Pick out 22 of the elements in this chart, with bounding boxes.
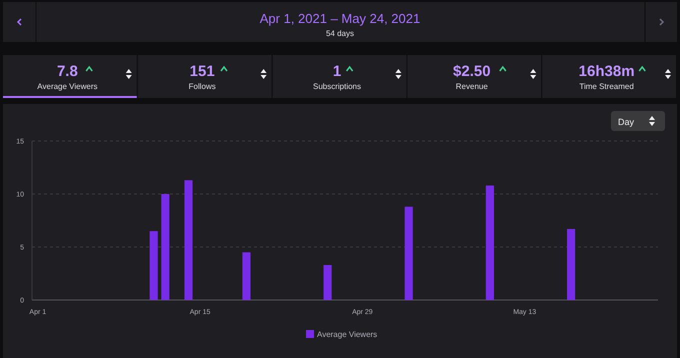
bar — [150, 231, 158, 300]
bar — [404, 206, 413, 300]
bar — [567, 228, 576, 300]
text: 16h38m — [578, 63, 635, 80]
text: 7.8 — [56, 63, 78, 80]
bar — [242, 252, 251, 300]
bar — [324, 265, 332, 300]
bar — [184, 180, 193, 300]
dropdown: Day — [611, 111, 665, 131]
bar — [161, 194, 170, 300]
text: Average Viewers — [37, 82, 98, 91]
text: Subscriptions — [312, 82, 362, 91]
text: Time Streamed — [579, 82, 634, 91]
text: Revenue — [456, 82, 488, 91]
chart-title: Apr 1, 2021 – May 24, 2021 — [260, 11, 420, 26]
text: 1 — [332, 63, 342, 80]
text: Follows — [188, 82, 216, 91]
text: 151 — [190, 63, 215, 80]
text: $2.50 — [453, 63, 491, 80]
bar — [486, 186, 494, 300]
chart-subtitle: 54 days — [326, 29, 354, 38]
legend-label: Average Viewers — [317, 330, 378, 339]
